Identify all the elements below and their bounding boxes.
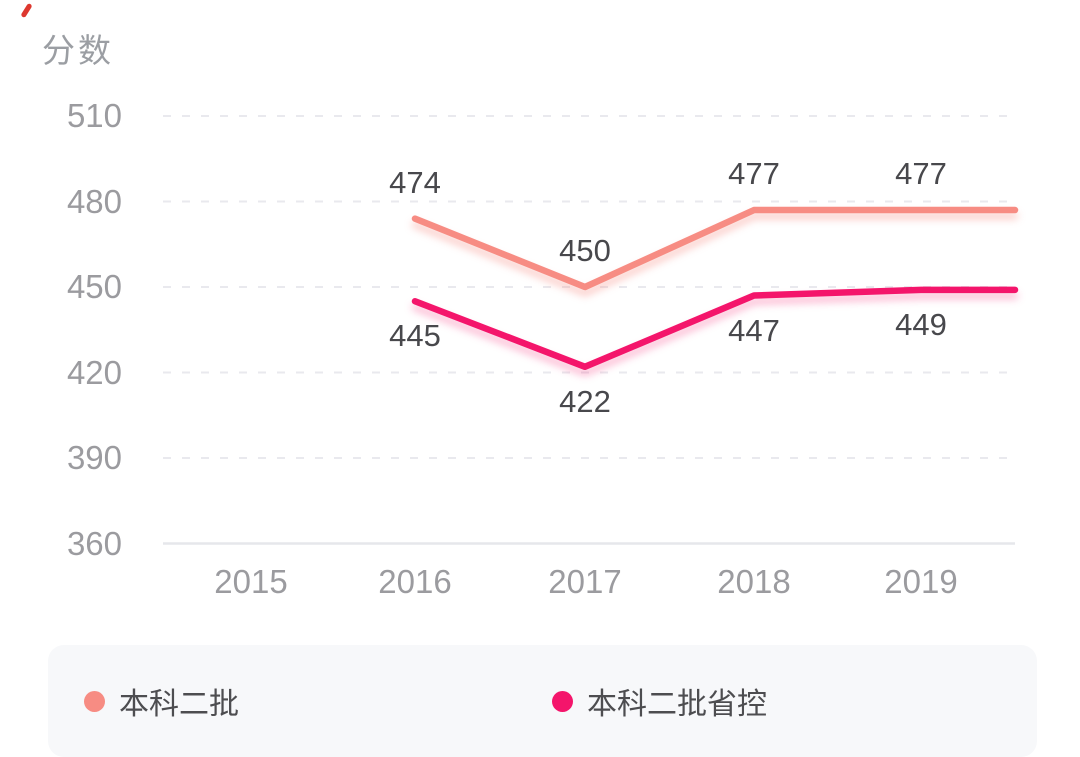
legend-dot-benke-erpi-shengkong <box>552 690 573 712</box>
x-tick-2018: 2018 <box>717 563 791 600</box>
y-tick-420: 420 <box>66 353 122 391</box>
y-tick-450: 450 <box>66 268 122 305</box>
x-tick-2017: 2017 <box>548 563 622 600</box>
value-label-449: 449 <box>895 306 947 342</box>
y-tick-390: 390 <box>66 439 122 476</box>
line-series-benke-erpi <box>411 206 1019 291</box>
value-label-474: 474 <box>389 164 441 200</box>
x-tick-2019: 2019 <box>884 563 958 600</box>
line-series-benke-erpi-shengkong <box>411 286 1019 371</box>
value-label-477: 477 <box>728 156 780 192</box>
y-tick-510: 510 <box>66 97 122 134</box>
value-label-450: 450 <box>559 233 611 268</box>
y-tick-480: 480 <box>66 182 122 220</box>
legend-item-benke-erpi-shengkong[interactable]: 本科二批省控 <box>552 653 767 749</box>
legend-dot-benke-erpi <box>84 690 105 712</box>
value-label-447: 447 <box>728 312 780 348</box>
legend-label: 本科二批省控 <box>587 688 767 721</box>
value-label-445: 445 <box>389 318 441 354</box>
value-label-422: 422 <box>559 383 611 419</box>
x-tick-2015: 2015 <box>214 563 288 600</box>
y-axis-title: 分数 <box>42 32 114 69</box>
value-label-477: 477 <box>895 156 947 192</box>
legend-label: 本科二批 <box>119 688 239 721</box>
y-tick-360: 360 <box>66 524 122 562</box>
chart-legend: 本科二批 本科二批省控 <box>48 645 1037 757</box>
x-tick-2016: 2016 <box>378 563 452 600</box>
legend-item-benke-erpi[interactable]: 本科二批 <box>84 653 239 749</box>
